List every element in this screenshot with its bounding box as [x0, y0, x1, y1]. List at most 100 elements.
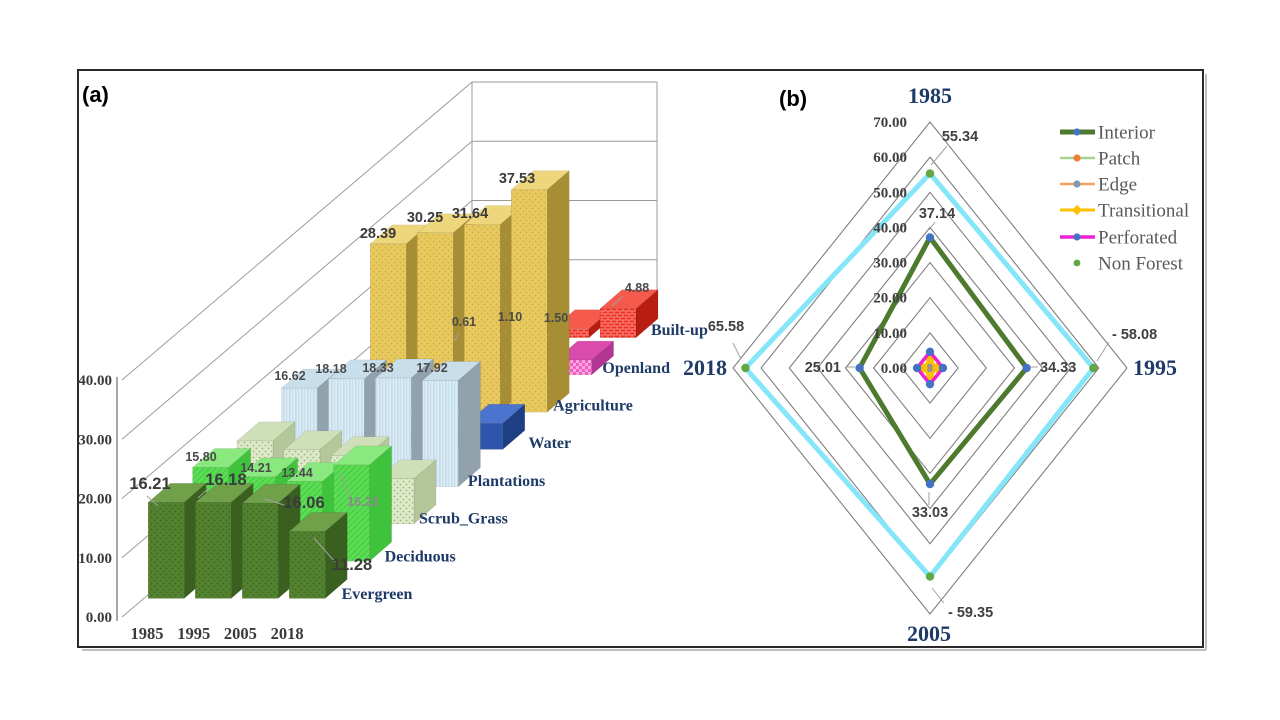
radar-ring-50	[788, 191, 1072, 545]
y-axis-tick: 0.00	[86, 610, 112, 626]
radar-ring-20	[873, 296, 987, 440]
data-label-deciduous-2005: 13.44	[281, 466, 312, 480]
y-axis-tick: 10.00	[78, 551, 112, 567]
radar-marker-interior-1995	[1022, 363, 1031, 373]
panel-b-label: (b)	[779, 86, 808, 111]
radar-axis-1985: 1985	[908, 83, 952, 108]
radar-value-non-forest-2018: 65.58	[708, 319, 744, 335]
legend-label-non-forest: Non Forest	[1098, 254, 1184, 275]
data-label-agriculture-1985: 28.39	[360, 226, 396, 242]
bars-3d	[147, 170, 659, 599]
y-axis-tick: 40.00	[78, 373, 112, 389]
radar-marker-non-forest-2005	[925, 572, 935, 581]
legend-marker	[1073, 180, 1081, 188]
legend-label-transitional: Transitional	[1098, 201, 1189, 222]
radar-value-labels: 55.34 37.14 - 58.08 34.33 - 59.35 33.03 65.58 2…	[708, 129, 1157, 621]
legend-label-edge: Edge	[1098, 175, 1137, 196]
legend-item-perforated: Perforated	[1060, 228, 1178, 249]
label-leader-line	[732, 342, 742, 360]
radar-scale-tick: 10.00	[873, 326, 907, 342]
legend-marker	[1073, 259, 1081, 267]
panel-b-radar-chart: 0.0010.0020.0030.0040.0050.0060.0070.001…	[683, 83, 1189, 646]
bar-front-face	[194, 502, 232, 599]
bar-side-face	[547, 170, 570, 413]
x-axis-year-1995: 1995	[177, 624, 210, 643]
data-label-built-up-1995: 1.10	[498, 310, 522, 324]
label-leader-line	[930, 145, 948, 166]
bar-front-face	[599, 308, 637, 338]
radar-value-interior-1995: 34.33	[1040, 360, 1076, 376]
data-label-built-up-1985: 0.61	[452, 315, 476, 329]
data-label-built-up-2005: 1.50	[544, 311, 568, 325]
radar-scale-tick: 30.00	[873, 256, 907, 272]
label-leader-line	[264, 498, 285, 506]
legend-item-non-forest: Non Forest	[1073, 254, 1184, 275]
legend-item-interior: Interior	[1060, 123, 1156, 144]
data-label-agriculture-2005: 31.64	[452, 206, 488, 222]
radar-scale-tick: 0.00	[881, 361, 907, 377]
radar-ring-70	[732, 121, 1128, 615]
bar-data-labels: 16.21 16.18 16.06 11.28 15.80 14.21 13.44 16.23…	[129, 171, 649, 574]
series-label-deciduous: Deciduous	[385, 548, 456, 565]
legend-item-edge: Edge	[1060, 175, 1137, 196]
radar-value-interior-2005: 33.03	[912, 505, 948, 521]
radar-value-non-forest-2005: - 59.35	[948, 605, 993, 621]
radar-marker-perforated-2005	[925, 379, 935, 389]
data-label-plantations-1995: 18.18	[315, 362, 346, 376]
gridline-left-wall	[121, 81, 473, 381]
data-label-agriculture-1995: 30.25	[407, 210, 443, 226]
radar-legend: Interior Patch Edge Transitional Perforated N…	[1060, 123, 1189, 275]
series-label-water: Water	[528, 435, 571, 452]
series-label-plantations: Plantations	[468, 473, 545, 490]
data-label-plantations-2005: 18.33	[362, 361, 393, 375]
legend-marker	[1073, 154, 1081, 162]
radar-marker-interior-2018	[855, 363, 864, 373]
bar-front-face	[241, 503, 279, 599]
bar-agriculture-2018	[510, 170, 570, 413]
data-label-deciduous-1995: 14.21	[240, 461, 271, 475]
series-label-scrub-grass: Scrub_Grass	[419, 511, 508, 528]
label-leader-line	[1096, 341, 1110, 362]
legend-marker	[1073, 128, 1081, 136]
data-label-built-up-2018: 4.88	[625, 281, 649, 295]
y-axis-tick: 30.00	[78, 432, 112, 448]
bar-front-face	[147, 502, 185, 599]
radar-ring-30	[844, 261, 1016, 475]
radar-value-interior-2018: 25.01	[805, 360, 841, 376]
label-leader-line	[611, 295, 624, 307]
panel-a-label: (a)	[82, 82, 109, 107]
label-leader-line	[197, 487, 210, 499]
label-leader-line	[931, 587, 945, 604]
series-label-evergreen: Evergreen	[342, 586, 413, 603]
legend-marker	[1073, 233, 1081, 241]
label-leader-line	[340, 473, 352, 501]
radar-ring-40	[816, 226, 1044, 510]
radar-scale-tick: 70.00	[873, 115, 907, 131]
gridline-left-wall	[121, 140, 473, 440]
label-leader-line	[313, 537, 336, 563]
radar-marker-non-forest-1995	[1089, 363, 1098, 373]
radar-value-non-forest-1995: - 58.08	[1112, 327, 1157, 343]
radar-ring-10	[901, 331, 959, 405]
label-leader-line	[928, 221, 936, 231]
radar-series-non-forest	[741, 169, 1098, 581]
radar-marker-perforated-1995	[938, 363, 948, 373]
series-label-openland: Openland	[602, 360, 670, 377]
data-label-plantations-2018: 17.92	[416, 361, 447, 375]
radar-scale-tick: 40.00	[873, 220, 907, 236]
radar-series-interior	[855, 233, 1031, 489]
data-label-deciduous-2018: 16.23	[347, 495, 378, 509]
legend-label-interior: Interior	[1098, 123, 1156, 144]
data-label-evergreen-2018: 11.28	[332, 556, 372, 574]
x-axis-year-2018: 2018	[271, 624, 304, 643]
y-axis-tick: 20.00	[78, 492, 112, 508]
radar-value-interior-1985: 37.14	[919, 206, 955, 222]
bar-front-face	[511, 189, 548, 413]
bar-plantations-2018	[421, 361, 481, 488]
radar-value-non-forest-1985: 55.34	[942, 129, 978, 145]
figure-border	[77, 69, 1204, 648]
x-axis-year-1985: 1985	[131, 624, 164, 643]
series-label-built-up: Built-up	[651, 322, 708, 339]
